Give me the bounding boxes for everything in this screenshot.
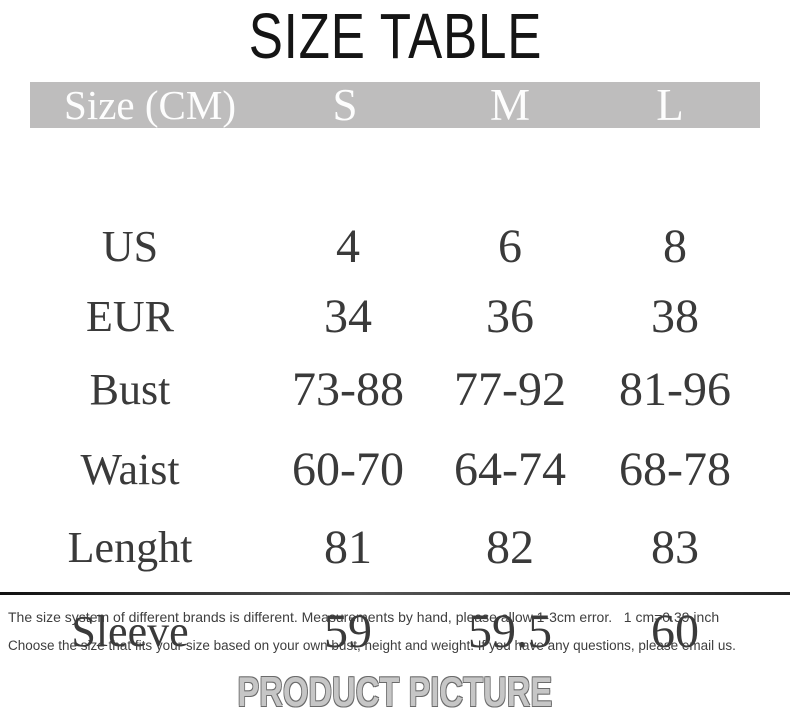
waist-value-s: 60-70	[292, 443, 404, 496]
bust-value-l: 81-96	[619, 363, 731, 416]
lenght-value-m: 82	[486, 521, 534, 574]
us-value-s: 4	[336, 220, 360, 273]
footer-heading: PRODUCT PICTURE	[0, 671, 790, 713]
lenght-value-l: 83	[651, 521, 699, 574]
sleeve-value-l: 60	[651, 605, 699, 658]
table-row-waist: Waist 60-70 64-74 68-78	[30, 443, 760, 496]
eur-value-l: 38	[651, 290, 699, 343]
page-title-text: SIZE TABLE	[248, 0, 542, 72]
row-label-bust: Bust	[89, 365, 171, 414]
us-value-m: 6	[498, 220, 522, 273]
bust-value-m: 77-92	[454, 363, 566, 416]
us-value-l: 8	[663, 220, 687, 273]
lenght-value-s: 81	[324, 521, 372, 574]
header-col-m: M	[489, 80, 531, 130]
footer-heading-text: PRODUCT PICTURE	[237, 668, 553, 715]
table-row-us: US 4 6 8	[30, 220, 760, 273]
page-title: SIZE TABLE	[0, 4, 790, 68]
row-label-us: US	[101, 222, 159, 271]
header-col-l: L	[656, 80, 684, 130]
table-row-bust: Bust 73-88 77-92 81-96	[30, 363, 760, 416]
eur-value-s: 34	[324, 290, 372, 343]
row-label-waist: Waist	[80, 445, 180, 494]
row-label-sleeve: Sleeve	[71, 607, 189, 656]
table-row-eur: EUR 34 36 38	[30, 290, 760, 343]
note-measurement-error: The size system of different brands is d…	[8, 609, 720, 625]
sleeve-value-s: 59	[324, 605, 372, 658]
waist-value-m: 64-74	[454, 443, 566, 496]
divider-line	[0, 592, 790, 595]
bust-value-s: 73-88	[292, 363, 404, 416]
table-row-sleeve: Sleeve 59 59.5 60	[30, 605, 760, 658]
row-label-eur: EUR	[86, 292, 174, 341]
waist-value-l: 68-78	[619, 443, 731, 496]
row-label-lenght: Lenght	[67, 523, 193, 572]
header-col-s: S	[332, 80, 358, 130]
table-row-lenght: Lenght 81 82 83	[30, 521, 760, 574]
eur-value-m: 36	[486, 290, 534, 343]
header-size-cm: Size (CM)	[64, 82, 236, 128]
table-header-row: Size (CM) S M L	[30, 82, 760, 128]
note-choose-size: Choose the size that fits your size base…	[8, 638, 736, 653]
sleeve-value-m: 59.5	[468, 605, 552, 658]
size-table: Size (CM) S M L US 4 6 8 EUR 34 36 38 Bu…	[30, 82, 760, 656]
